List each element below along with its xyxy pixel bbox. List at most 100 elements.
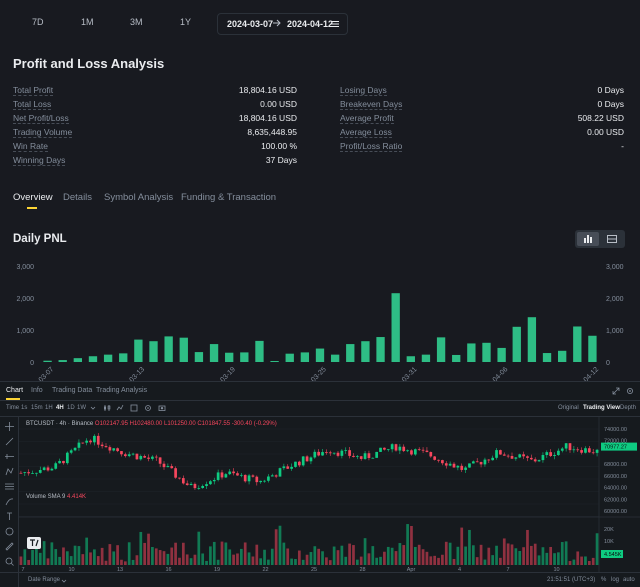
- auto-toggle[interactable]: auto: [623, 577, 635, 583]
- tv-mode-trading-view[interactable]: Trading View: [583, 405, 620, 411]
- date-range-picker[interactable]: 2024-03-07 2024-04-12: [217, 13, 348, 35]
- pnl-bar[interactable]: [149, 341, 158, 362]
- pnl-bar[interactable]: [270, 361, 279, 362]
- settings-icon[interactable]: [626, 387, 634, 395]
- tv-mode-depth[interactable]: Depth: [620, 405, 637, 411]
- pnl-bar[interactable]: [315, 348, 325, 362]
- stat-label[interactable]: Breakeven Days: [340, 99, 403, 110]
- camera-icon[interactable]: [158, 404, 166, 412]
- pnl-bar[interactable]: [497, 347, 506, 362]
- range-tab-7d[interactable]: 7D: [32, 17, 44, 27]
- stat-label[interactable]: Net Profit/Loss: [13, 113, 69, 124]
- pnl-bar[interactable]: [285, 353, 294, 362]
- zoom-icon[interactable]: [5, 557, 14, 566]
- tv-interval-15m[interactable]: 15m: [31, 405, 43, 411]
- menu-icon[interactable]: [331, 20, 339, 28]
- tv-interval-time[interactable]: Time: [6, 405, 20, 411]
- pnl-bar[interactable]: [391, 293, 400, 362]
- pnl-bar[interactable]: [542, 353, 552, 362]
- pnl-bar[interactable]: [346, 344, 355, 362]
- range-tab-3m[interactable]: 3M: [130, 17, 143, 27]
- pnl-bar[interactable]: [164, 336, 173, 362]
- tv-interval-1w[interactable]: 1W: [77, 405, 86, 411]
- horizontal-line-icon[interactable]: [5, 452, 14, 461]
- gear-icon[interactable]: [144, 404, 152, 412]
- stat-label[interactable]: Average Profit: [340, 113, 394, 124]
- stat-label[interactable]: Profit/Loss Ratio: [340, 141, 403, 152]
- pnl-bar[interactable]: [134, 339, 143, 362]
- pnl-bar[interactable]: [452, 354, 461, 362]
- pnl-bar[interactable]: [330, 354, 340, 362]
- stat-label[interactable]: Total Profit: [13, 85, 54, 96]
- text-tool-icon[interactable]: [5, 512, 14, 521]
- smile-icon[interactable]: [5, 527, 14, 536]
- pnl-bar[interactable]: [88, 356, 98, 362]
- candle-type-icon[interactable]: [103, 404, 111, 412]
- pnl-bar[interactable]: [209, 344, 219, 362]
- pnl-bar[interactable]: [179, 337, 188, 362]
- pnl-bar[interactable]: [43, 360, 52, 362]
- date-range-button[interactable]: Date Range: [28, 577, 61, 583]
- start-date[interactable]: 2024-03-07: [227, 19, 274, 29]
- crosshair-icon[interactable]: [5, 422, 14, 431]
- volume-bar: [448, 542, 452, 565]
- indicators-icon[interactable]: [116, 404, 124, 412]
- pnl-bar[interactable]: [436, 337, 446, 362]
- pnl-bar[interactable]: [240, 352, 249, 362]
- end-date[interactable]: 2024-04-12: [287, 19, 334, 29]
- tv-tab-trading-data[interactable]: Trading Data: [52, 387, 93, 394]
- pnl-bar[interactable]: [225, 352, 234, 362]
- tv-interval-1d[interactable]: 1D: [67, 405, 75, 411]
- pnl-bar[interactable]: [558, 350, 567, 362]
- pnl-bar[interactable]: [73, 358, 82, 362]
- pnl-bar[interactable]: [527, 317, 537, 362]
- chevron-down-icon[interactable]: [90, 405, 96, 411]
- percent-toggle[interactable]: %: [601, 577, 607, 583]
- pnl-bar[interactable]: [103, 354, 113, 362]
- pnl-bar[interactable]: [512, 326, 521, 362]
- stat-label[interactable]: Losing Days: [340, 85, 387, 96]
- tv-tab-chart[interactable]: Chart: [6, 387, 24, 394]
- pnl-bar[interactable]: [421, 354, 431, 362]
- layout-icon[interactable]: [130, 404, 138, 412]
- pnl-bar[interactable]: [467, 343, 476, 362]
- tab-symbol-analysis[interactable]: Symbol Analysis: [104, 192, 174, 203]
- pnl-bar[interactable]: [573, 326, 582, 362]
- pnl-bar[interactable]: [300, 352, 310, 362]
- ruler-icon[interactable]: [5, 542, 14, 551]
- chevron-down-icon[interactable]: [61, 578, 67, 584]
- log-toggle[interactable]: log: [611, 577, 620, 583]
- pnl-bar[interactable]: [376, 337, 385, 362]
- pnl-bar[interactable]: [588, 335, 597, 362]
- tv-interval-4h[interactable]: 4H: [56, 405, 64, 411]
- tab-funding-transaction[interactable]: Funding & Transaction: [181, 192, 277, 203]
- stat-label[interactable]: Trading Volume: [13, 127, 73, 138]
- tv-mode-original[interactable]: Original: [558, 405, 579, 411]
- tab-overview[interactable]: Overview: [13, 192, 53, 203]
- pnl-bar[interactable]: [119, 353, 128, 362]
- tv-interval-1h[interactable]: 1H: [45, 405, 53, 411]
- stat-label[interactable]: Average Loss: [340, 127, 392, 138]
- pattern-icon[interactable]: [5, 467, 14, 476]
- trend-line-icon[interactable]: [5, 437, 14, 446]
- pnl-bar[interactable]: [482, 342, 491, 362]
- tv-tab-trading-analysis[interactable]: Trading Analysis: [96, 387, 148, 394]
- pnl-bar[interactable]: [58, 360, 67, 362]
- expand-icon[interactable]: [612, 387, 620, 395]
- fib-icon[interactable]: [5, 482, 14, 491]
- tab-details[interactable]: Details: [63, 192, 93, 203]
- range-tab-1m[interactable]: 1M: [81, 17, 94, 27]
- pnl-bar[interactable]: [194, 352, 204, 362]
- stat-label[interactable]: Winning Days: [13, 155, 66, 166]
- stat-label[interactable]: Total Loss: [13, 99, 52, 110]
- table-view-button[interactable]: [601, 232, 623, 246]
- stat-label[interactable]: Win Rate: [13, 141, 48, 152]
- pnl-bar[interactable]: [361, 341, 370, 362]
- range-tab-1y[interactable]: 1Y: [180, 17, 192, 27]
- pnl-bar[interactable]: [406, 356, 415, 362]
- bar-chart-view-button[interactable]: [577, 232, 599, 246]
- tv-tab-info[interactable]: Info: [31, 387, 43, 394]
- pnl-bar[interactable]: [255, 340, 264, 362]
- tv-interval-1s[interactable]: 1s: [21, 405, 28, 411]
- brush-icon[interactable]: [5, 497, 14, 506]
